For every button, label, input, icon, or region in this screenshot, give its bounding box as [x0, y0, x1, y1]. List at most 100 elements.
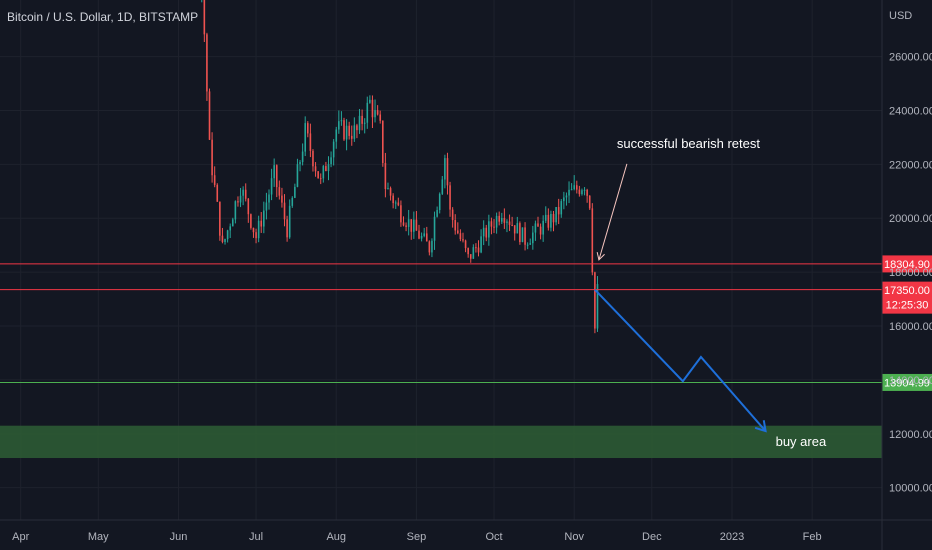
candle-body: [407, 219, 410, 227]
x-tick-label: May: [88, 531, 109, 543]
annotation-arrowhead: [596, 251, 605, 261]
candle-body: [338, 121, 340, 130]
candle-body: [420, 235, 423, 239]
candle-body: [363, 122, 366, 124]
candle-body: [446, 158, 449, 186]
candle-body: [431, 240, 433, 253]
y-tick-label: 12000.00: [889, 429, 932, 441]
y-tick-label: 18000.00: [889, 267, 932, 279]
candle-body: [482, 227, 485, 237]
candle-body: [506, 221, 508, 223]
candle-body: [472, 247, 475, 259]
candle-body: [534, 223, 537, 233]
candle-body: [361, 115, 363, 124]
candle-body: [286, 219, 288, 238]
candle-body: [231, 219, 234, 227]
x-tick-label: Nov: [564, 531, 584, 543]
candle-body: [462, 239, 464, 241]
candle-body: [397, 202, 400, 206]
candle-body: [405, 225, 407, 227]
price-level-tag: [882, 373, 932, 391]
candle-body: [475, 247, 477, 249]
candle-body: [250, 214, 252, 228]
x-tick-label: Jun: [170, 531, 188, 543]
candle-body: [477, 247, 480, 253]
annotation-text: successful bearish retest: [617, 136, 760, 151]
candle-body: [206, 34, 208, 92]
candle-body: [340, 120, 343, 122]
candle-body: [242, 189, 244, 196]
candle-body: [309, 133, 312, 151]
candle-body: [532, 232, 534, 244]
candle-body: [263, 210, 265, 227]
candle-body: [304, 123, 307, 152]
candle-body: [537, 223, 539, 227]
candle-body: [511, 224, 513, 226]
currency-label: USD: [889, 10, 912, 22]
candle-body: [449, 185, 451, 210]
candle-body: [459, 233, 462, 240]
candle-body: [343, 120, 345, 140]
candle-body: [560, 201, 563, 215]
candle-body: [221, 235, 224, 242]
candle-body: [488, 221, 490, 238]
candle-body: [581, 190, 583, 195]
candle-body: [229, 226, 232, 231]
buy-zone: buy area: [0, 425, 882, 459]
candle-body: [423, 233, 425, 236]
candle-body: [591, 208, 594, 273]
candle-body: [428, 241, 431, 253]
candle-body: [392, 195, 394, 204]
candle-body: [234, 201, 237, 220]
candle-body: [550, 213, 552, 228]
candle-body: [353, 125, 356, 139]
candle-body: [539, 226, 542, 235]
candle-body: [312, 150, 314, 167]
candle-body: [503, 217, 506, 223]
candle-body: [314, 166, 317, 172]
candle-body: [586, 189, 588, 196]
candle-body: [369, 99, 371, 103]
x-tick-label: Aug: [326, 531, 346, 543]
price-level-label: 18304.90: [884, 259, 930, 271]
candle-body: [327, 164, 330, 171]
candle-body: [521, 227, 524, 243]
candle-body: [573, 185, 576, 190]
y-tick-label: 16000.00: [889, 321, 932, 333]
candle-body: [348, 125, 350, 136]
candle-body: [433, 216, 436, 241]
candle-body: [203, 0, 206, 35]
candle-body: [294, 186, 296, 198]
candle-body: [516, 223, 519, 234]
buy-zone-rect: [0, 425, 882, 459]
candle-body: [283, 202, 286, 220]
countdown-label: 12:25:30: [886, 300, 929, 312]
candle-body: [382, 120, 384, 163]
candle-body: [544, 214, 547, 221]
annotation-arrow-line: [598, 163, 628, 261]
candle-body: [213, 175, 216, 185]
x-tick-label: Sep: [407, 531, 427, 543]
candle-body: [237, 201, 239, 203]
candle-body: [519, 223, 521, 243]
candle-body: [345, 125, 348, 140]
y-tick-label: 14000.00: [889, 375, 932, 387]
y-tick-label: 22000.00: [889, 159, 932, 171]
candle-body: [568, 189, 570, 196]
candle-body: [216, 184, 219, 202]
price-levels: 18304.90 17350.00 12:25:30 13904.99: [0, 255, 932, 391]
candle-body: [467, 248, 469, 255]
candle-body: [288, 205, 291, 238]
candle-body: [319, 178, 322, 180]
candle-body: [596, 284, 599, 329]
candle-body: [239, 195, 242, 203]
candle-body: [583, 189, 586, 191]
candle-body: [371, 99, 374, 118]
x-tick-label: Oct: [485, 531, 502, 543]
candle-body: [325, 166, 327, 171]
candle-body: [570, 189, 573, 191]
candle-body: [444, 158, 446, 180]
projection: successful bearish retest: [594, 136, 767, 433]
